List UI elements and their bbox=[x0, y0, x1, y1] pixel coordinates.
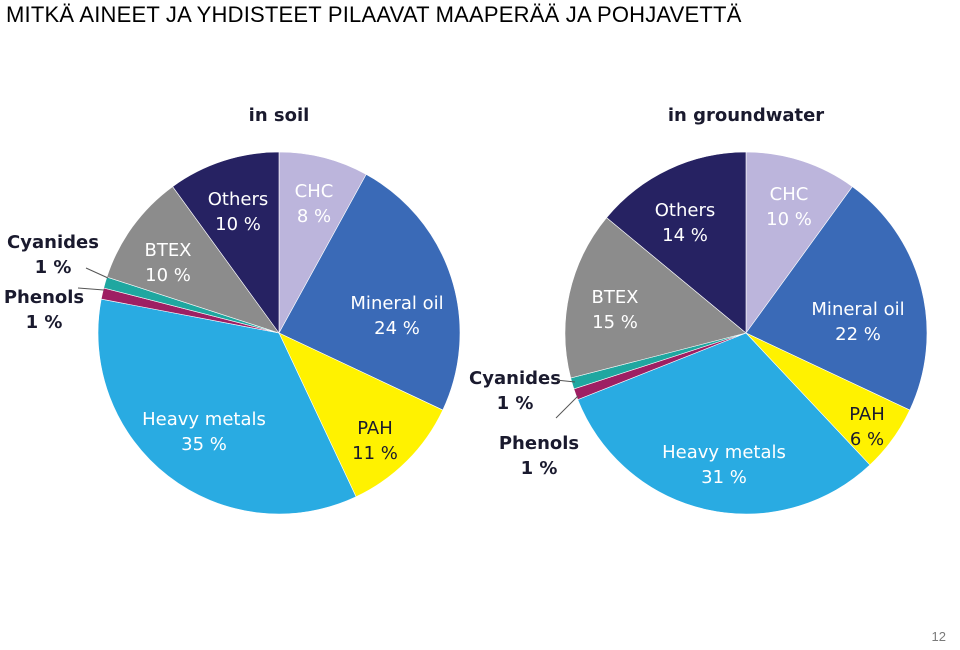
groundwater-label-heavy-metals: Heavy metals bbox=[662, 442, 786, 463]
soil-value-heavy-metals: 35 % bbox=[181, 434, 227, 455]
groundwater-value-btex: 15 % bbox=[592, 312, 638, 333]
soil-label-btex: BTEX bbox=[144, 240, 191, 261]
soil-chart-title: in soil bbox=[249, 105, 310, 126]
groundwater-leader-line bbox=[555, 395, 579, 419]
soil-slice-mineral-oil bbox=[278, 173, 461, 411]
soil-slice-chc bbox=[278, 151, 367, 334]
groundwater-slice-heavy-metals bbox=[577, 332, 871, 515]
groundwater-slice-others bbox=[606, 151, 747, 334]
soil-slice-heavy-metals bbox=[97, 298, 357, 515]
soil-leader-line bbox=[77, 287, 105, 291]
soil-label-phenols: Phenols bbox=[4, 287, 84, 308]
soil-value-btex: 10 % bbox=[145, 265, 191, 286]
groundwater-leader-line bbox=[555, 379, 576, 383]
groundwater-value-cyanides: 1 % bbox=[497, 393, 534, 414]
groundwater-value-chc: 10 % bbox=[766, 209, 812, 230]
groundwater-pie-chart: in groundwater CHC 10 % Mineral oil 22 % PAH 6… bbox=[469, 105, 928, 515]
soil-pie-chart: in soil CHC 8 % Mineral oil 24 % PAH 11 % Heavy… bbox=[4, 105, 461, 515]
groundwater-label-phenols: Phenols bbox=[499, 433, 579, 454]
groundwater-slice-btex bbox=[564, 217, 747, 379]
soil-label-others: Others bbox=[208, 189, 269, 210]
soil-label-chc: CHC bbox=[295, 181, 334, 202]
soil-label-pah: PAH bbox=[357, 418, 393, 439]
soil-leader-line bbox=[85, 267, 109, 279]
page-title: MITKÄ AINEET JA YHDISTEET PILAAVAT MAAPE… bbox=[6, 2, 742, 27]
soil-value-chc: 8 % bbox=[297, 206, 331, 227]
soil-value-phenols: 1 % bbox=[26, 312, 63, 333]
soil-label-cyanides: Cyanides bbox=[7, 232, 99, 253]
groundwater-value-phenols: 1 % bbox=[521, 458, 558, 479]
groundwater-label-btex: BTEX bbox=[591, 287, 638, 308]
groundwater-label-mineral-oil: Mineral oil bbox=[811, 299, 904, 320]
page-number: 12 bbox=[931, 629, 946, 644]
soil-value-others: 10 % bbox=[215, 214, 261, 235]
soil-label-heavy-metals: Heavy metals bbox=[142, 409, 266, 430]
soil-value-mineral-oil: 24 % bbox=[374, 318, 420, 339]
groundwater-label-others: Others bbox=[655, 200, 716, 221]
soil-slice-btex bbox=[106, 186, 280, 334]
groundwater-slice-chc bbox=[745, 151, 853, 334]
groundwater-label-cyanides: Cyanides bbox=[469, 368, 561, 389]
soil-slice-pah bbox=[278, 332, 444, 498]
groundwater-chart-title: in groundwater bbox=[668, 105, 824, 126]
soil-value-pah: 11 % bbox=[352, 443, 398, 464]
groundwater-value-others: 14 % bbox=[662, 225, 708, 246]
soil-value-cyanides: 1 % bbox=[35, 257, 72, 278]
soil-slice-others bbox=[172, 151, 280, 334]
groundwater-label-chc: CHC bbox=[770, 184, 809, 205]
groundwater-value-heavy-metals: 31 % bbox=[701, 467, 747, 488]
groundwater-label-pah: PAH bbox=[849, 404, 885, 425]
groundwater-value-mineral-oil: 22 % bbox=[835, 324, 881, 345]
soil-label-mineral-oil: Mineral oil bbox=[350, 293, 443, 314]
groundwater-value-pah: 6 % bbox=[850, 429, 884, 450]
